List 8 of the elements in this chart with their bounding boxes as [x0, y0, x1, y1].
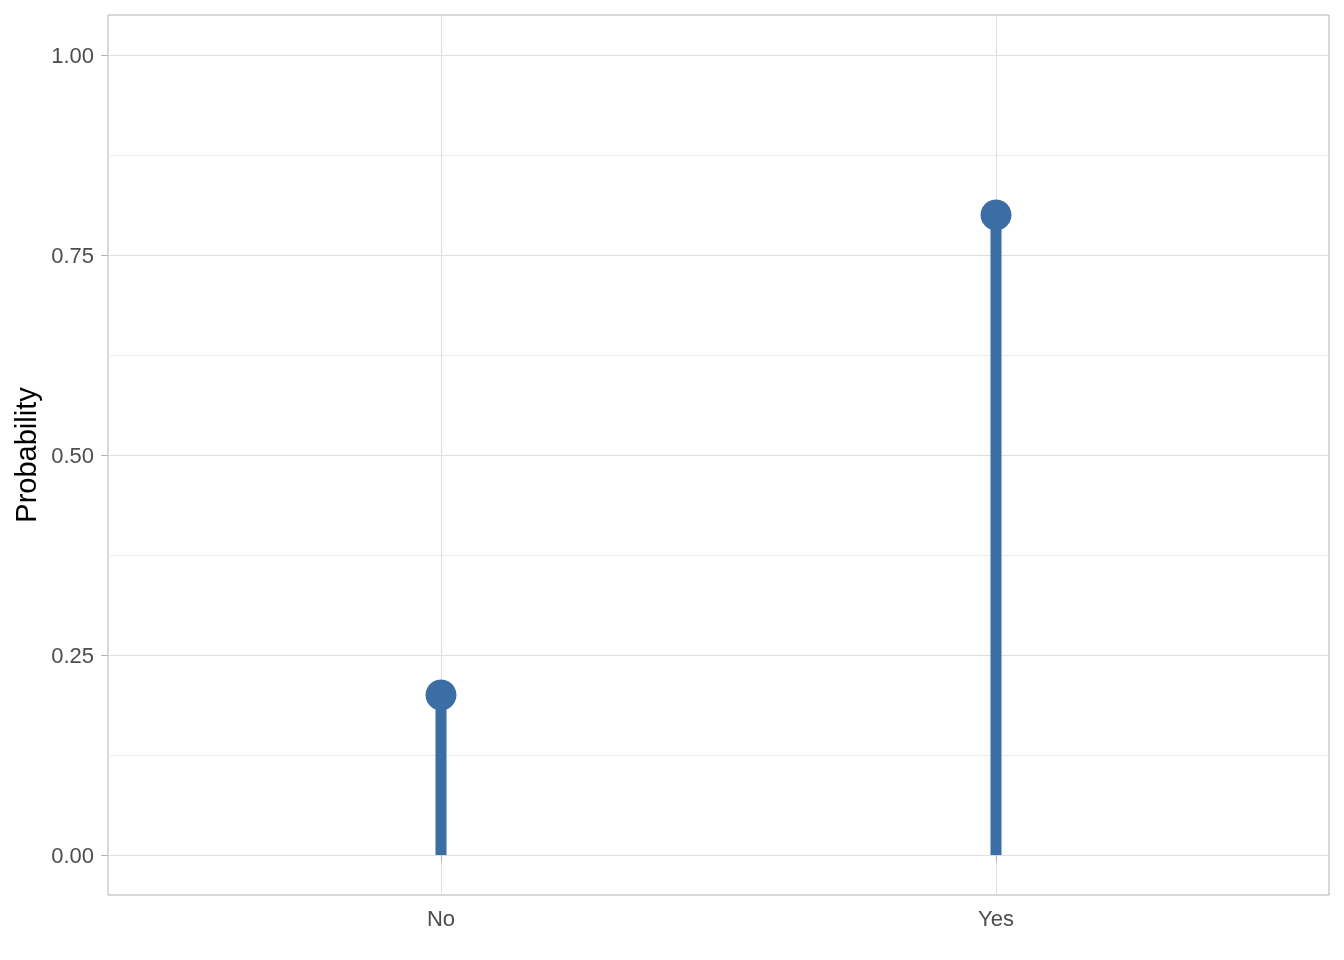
- x-tick-label: No: [426, 905, 456, 931]
- y-axis-title: Probability: [9, 386, 42, 523]
- y-tick-label: 0.50: [51, 442, 94, 468]
- y-tick-label: 0.00: [51, 842, 94, 868]
- y-tick-label: 0.75: [51, 242, 94, 268]
- x-tick-label: Yes: [978, 905, 1014, 931]
- y-tick-label: 1.00: [51, 42, 94, 68]
- y-tick-label: 0.25: [51, 642, 94, 668]
